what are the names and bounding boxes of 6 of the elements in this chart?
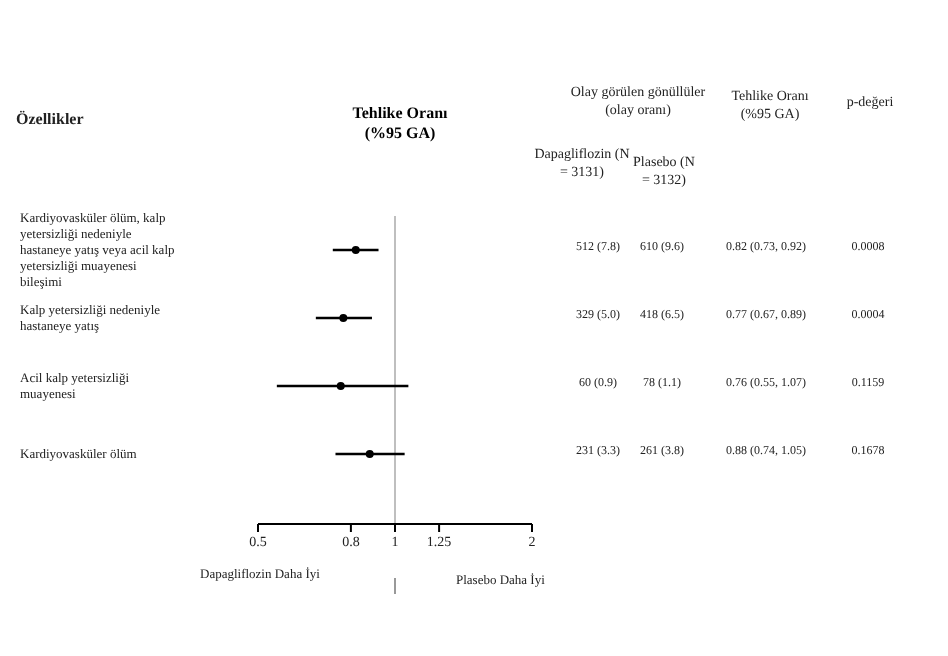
text: Özellikler — [16, 110, 84, 128]
point — [351, 246, 360, 254]
chart-title: Tehlike Oranı (%95 GA) — [350, 104, 450, 144]
point — [365, 450, 374, 458]
point — [339, 314, 348, 322]
point — [336, 382, 345, 390]
